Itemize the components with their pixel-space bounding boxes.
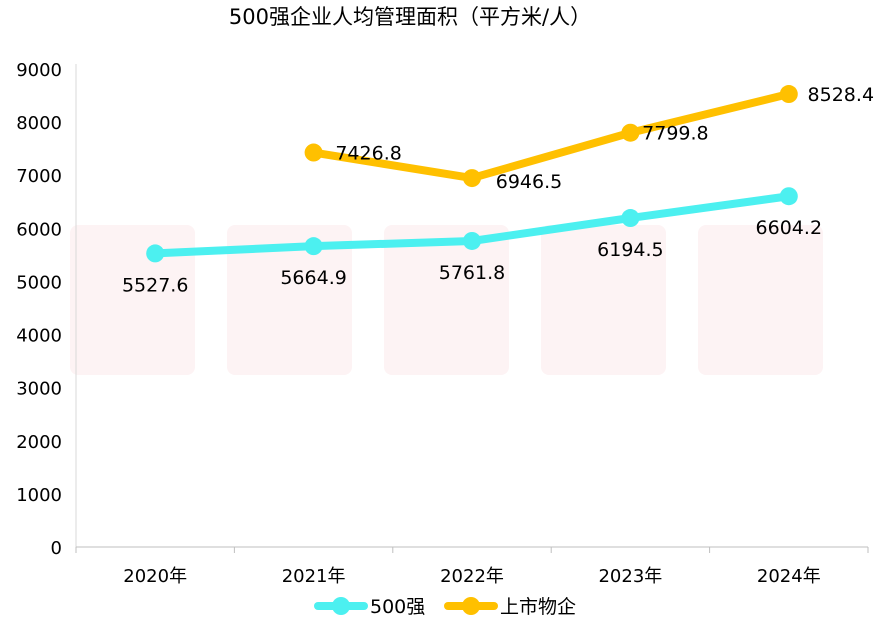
data-point <box>621 209 640 228</box>
watermark-graphic <box>70 225 195 375</box>
y-tick-label: 8000 <box>16 113 62 134</box>
series-line-1 <box>309 90 793 183</box>
data-label: 6194.5 <box>597 239 663 261</box>
data-label: 7799.8 <box>642 123 708 145</box>
x-tick-label: 2023年 <box>598 566 662 587</box>
watermark-graphic <box>227 225 352 375</box>
data-point <box>463 231 481 250</box>
data-label: 8528.4 <box>808 84 874 106</box>
data-point <box>779 85 798 104</box>
data-label: 6946.5 <box>496 171 562 193</box>
y-tick-label: 9000 <box>16 60 62 81</box>
y-tick-label: 6000 <box>16 219 62 240</box>
legend-marker-0 <box>332 597 350 615</box>
data-label: 5761.8 <box>439 262 505 284</box>
y-tick-label: 0 <box>51 538 62 559</box>
data-point <box>146 244 165 263</box>
y-tick-label: 1000 <box>16 485 62 506</box>
watermark-graphic <box>541 225 666 375</box>
chart-title: 500强企业人均管理面积（平方米/人） <box>229 5 591 29</box>
data-point <box>304 143 323 162</box>
data-point <box>463 169 481 188</box>
y-tick-label: 5000 <box>16 272 62 293</box>
data-point <box>304 237 323 256</box>
watermark-graphic <box>698 225 823 375</box>
x-tick-label: 2022年 <box>440 566 504 587</box>
y-tick-label: 4000 <box>16 326 62 347</box>
x-tick-label: 2021年 <box>282 566 346 587</box>
data-point <box>779 187 798 206</box>
y-tick-label: 3000 <box>16 379 62 400</box>
x-tick-label: 2024年 <box>757 566 821 587</box>
y-tick-label: 2000 <box>16 432 62 453</box>
legend-label: 上市物企 <box>500 596 576 618</box>
data-label: 5527.6 <box>122 274 188 296</box>
x-tick-label: 2020年 <box>123 566 187 587</box>
watermark-graphic <box>384 225 509 375</box>
y-tick-label: 7000 <box>16 166 62 187</box>
legend-marker-1 <box>462 597 480 615</box>
data-label: 5664.9 <box>280 267 346 289</box>
data-point <box>621 123 640 142</box>
data-label: 7426.8 <box>335 143 401 165</box>
data-label: 6604.2 <box>756 217 822 239</box>
legend-label: 500强 <box>370 596 425 618</box>
